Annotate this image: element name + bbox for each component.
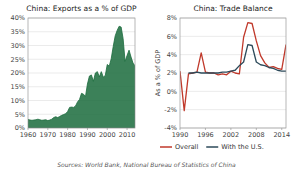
area (28, 26, 135, 128)
x-tick-label: 1990 (172, 131, 189, 139)
grid-line (180, 109, 286, 110)
y-tick-label: 20% (11, 69, 25, 77)
line (188, 45, 286, 73)
y-tick-label: 5% (15, 111, 25, 119)
annotation: Sources: World Bank, National Bureau of … (57, 161, 236, 168)
y-axis-label: As a % of GDP (154, 50, 162, 97)
y-tick-label: 2% (167, 69, 177, 77)
marks (180, 23, 286, 111)
y-tick-label: -2% (164, 106, 177, 114)
y-tick-label: 4% (167, 51, 177, 59)
legend-swatch (160, 146, 172, 148)
y-tick-label: 6% (167, 33, 177, 41)
y-tick-label: 40% (11, 14, 25, 22)
y-tick-label: 0% (167, 88, 177, 96)
title: China: Trade Balance (193, 4, 273, 13)
x-tick-label: 1960 (20, 131, 37, 139)
y-tick-label: 30% (11, 42, 25, 50)
x-tick-label: 2010 (119, 131, 136, 139)
marks (28, 26, 135, 128)
panel: -4%-2%0%2%4%6%8%19901996200220082014Chin… (154, 4, 290, 151)
plot-frame (28, 18, 135, 128)
y-tick-label: 10% (11, 97, 25, 105)
legend-entry: With the U.S. (221, 143, 264, 151)
x-tick-label: 1996 (197, 131, 214, 139)
plot-frame (180, 18, 286, 128)
x-tick-label: 2002 (223, 131, 240, 139)
legend-swatch (206, 146, 218, 148)
legend-entry: Overall (175, 143, 198, 151)
grid-line (180, 36, 286, 37)
x-tick-label: 1970 (40, 131, 57, 139)
panel: 0%5%10%15%20%25%30%35%40%196019701980199… (11, 4, 138, 139)
y-tick-label: 8% (167, 14, 177, 22)
y-tick-label: 35% (11, 28, 25, 36)
grid-line (180, 91, 286, 92)
y-tick-label: 25% (11, 56, 25, 64)
x-tick-label: 2000 (99, 131, 116, 139)
y-tick-label: 15% (11, 83, 25, 91)
line (180, 23, 286, 111)
x-tick-label: 1990 (79, 131, 96, 139)
x-tick-label: 2014 (273, 131, 290, 139)
x-tick-label: 1980 (59, 131, 76, 139)
x-tick-label: 2008 (248, 131, 265, 139)
grid-line (180, 54, 286, 55)
chart-root: 0%5%10%15%20%25%30%35%40%196019701980199… (0, 0, 293, 172)
title: China: Exports as a % of GDP (26, 4, 137, 13)
